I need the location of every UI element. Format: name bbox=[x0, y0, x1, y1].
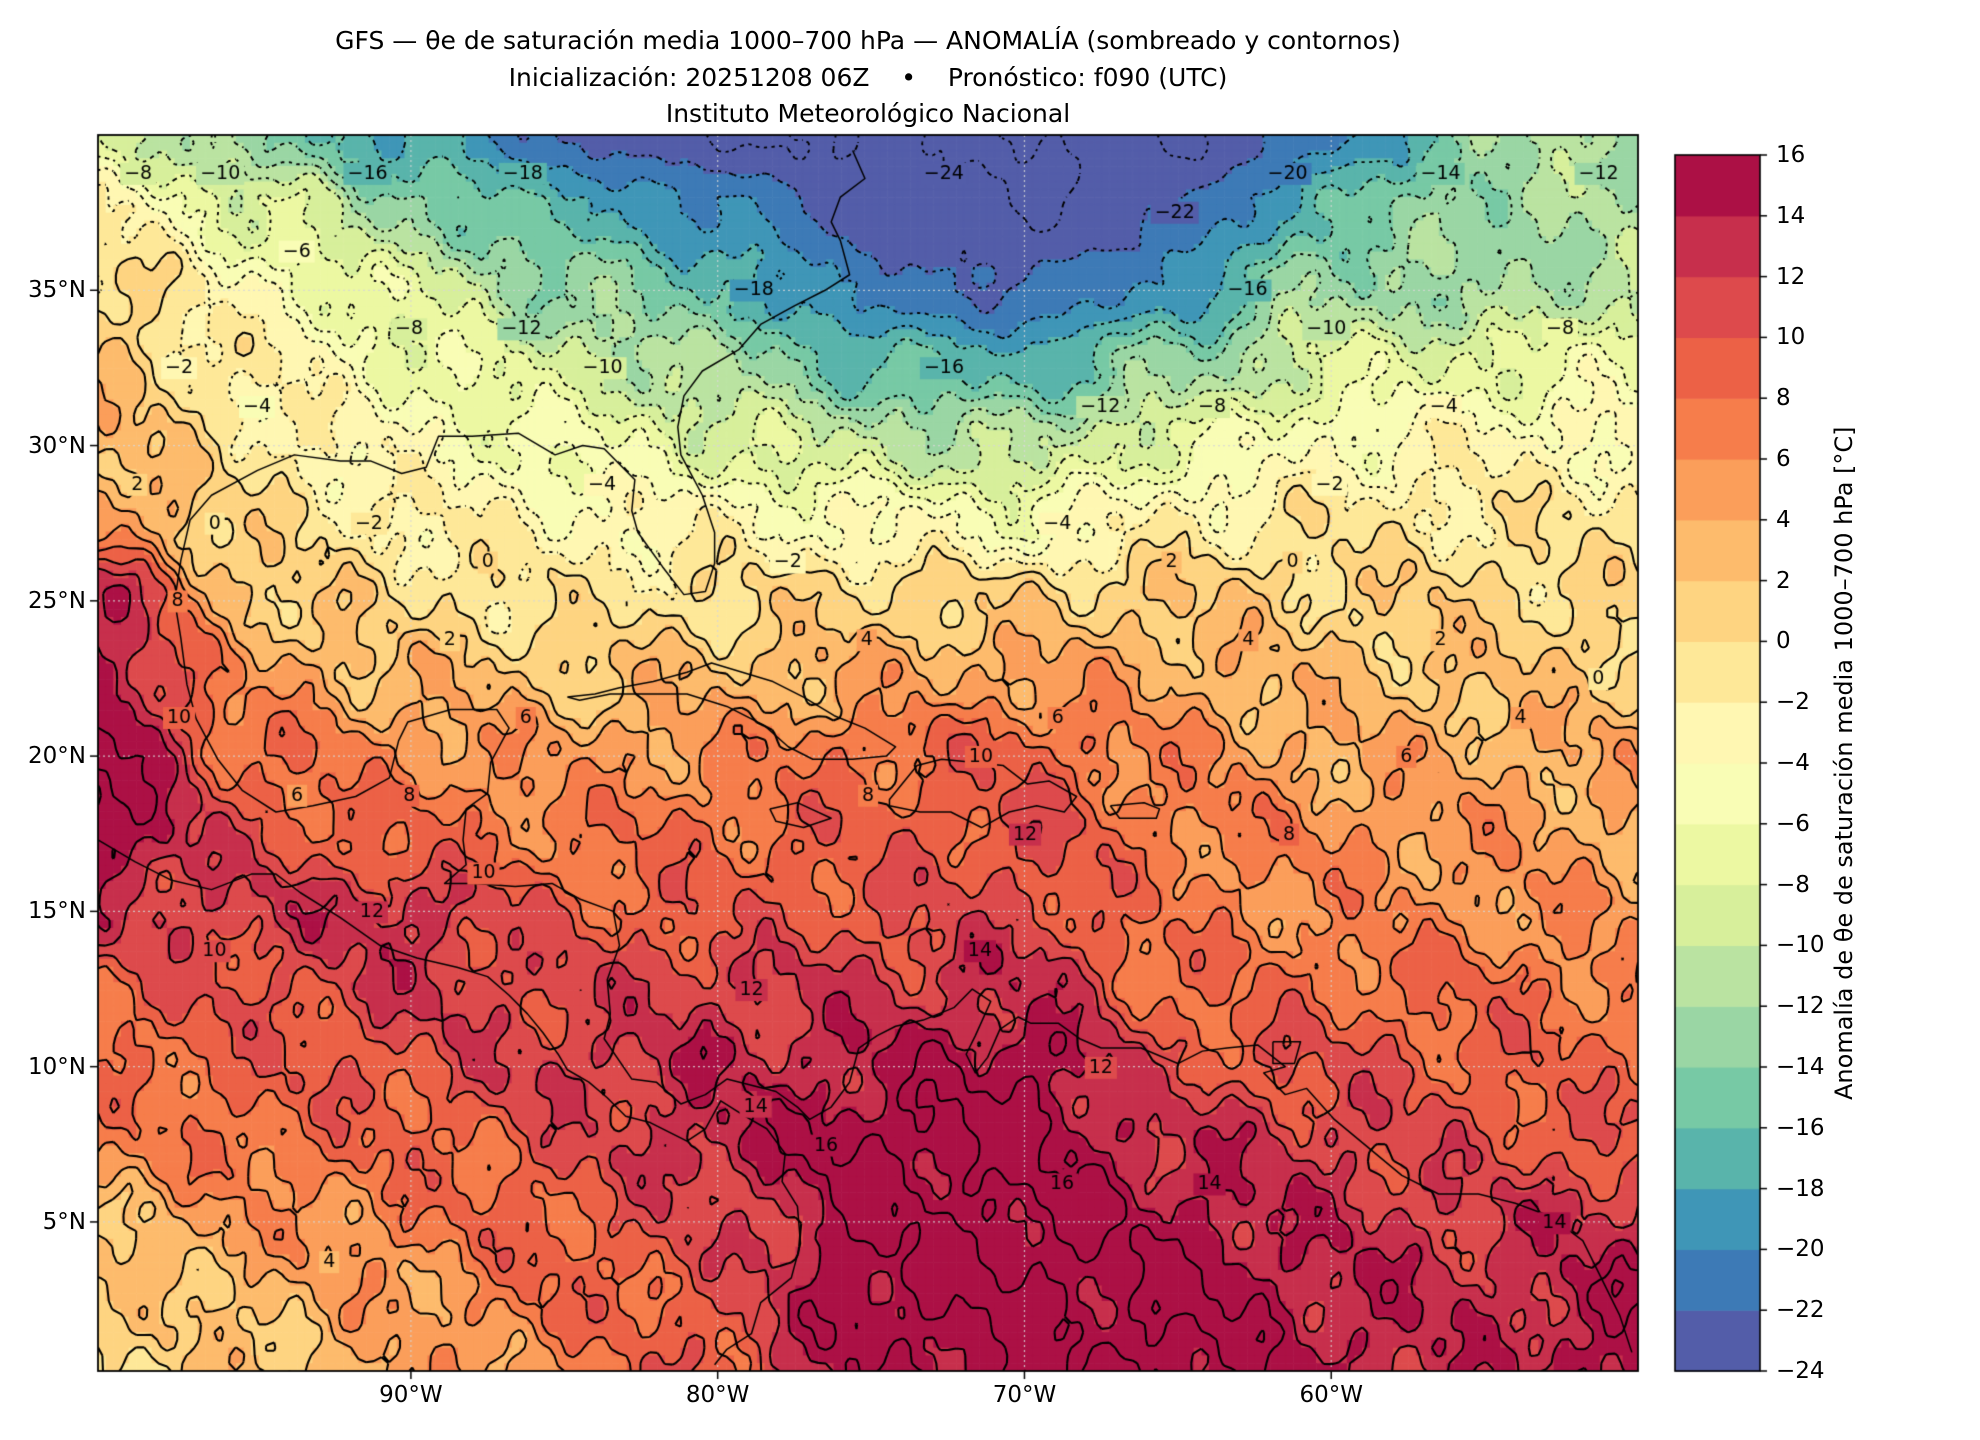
x-axis-tick-label: 60°W bbox=[1299, 1382, 1363, 1408]
x-axis-tick-label: 90°W bbox=[379, 1382, 443, 1408]
colorbar-tick-label: 0 bbox=[1776, 628, 1791, 655]
chart-title-line2: Inicialización: 20251208 06Z • Pronóstic… bbox=[508, 63, 1228, 92]
colorbar-tick-label: 14 bbox=[1776, 202, 1806, 229]
colorbar-tick-label: −22 bbox=[1776, 1297, 1825, 1324]
colorbar-tick-label: −8 bbox=[1776, 871, 1810, 898]
colorbar-tick-label: 16 bbox=[1776, 142, 1806, 168]
x-axis-tick-label: 70°W bbox=[992, 1382, 1057, 1408]
colorbar-tick-label: −14 bbox=[1776, 1054, 1825, 1080]
y-axis-tick-label: 30°N bbox=[28, 432, 86, 459]
colorbar-tick-label: 10 bbox=[1776, 324, 1806, 351]
chart-title-line3: Instituto Meteorológico Nacional bbox=[665, 99, 1071, 128]
colorbar-tick-label: −12 bbox=[1776, 993, 1825, 1020]
colorbar-tick-label: 12 bbox=[1776, 263, 1806, 290]
colorbar-tick-label: −2 bbox=[1776, 689, 1810, 716]
colorbar-tick-label: 8 bbox=[1776, 385, 1791, 412]
colorbar-tick-label: −18 bbox=[1776, 1175, 1825, 1202]
colorbar-tick-label: 6 bbox=[1776, 446, 1791, 472]
y-axis-tick-label: 10°N bbox=[28, 1053, 86, 1080]
y-axis-tick-label: 25°N bbox=[28, 587, 86, 614]
chart-title-line1: GFS — θe de saturación media 1000–700 hP… bbox=[335, 26, 1401, 55]
colorbar-tick-label: −24 bbox=[1776, 1358, 1825, 1384]
colorbar-tick-label: 4 bbox=[1776, 506, 1791, 533]
y-axis-tick-label: 15°N bbox=[28, 898, 86, 925]
y-axis-tick-label: 20°N bbox=[28, 743, 86, 770]
colorbar-tick-label: −4 bbox=[1776, 750, 1810, 776]
colorbar-tick-label: −16 bbox=[1776, 1114, 1825, 1141]
colorbar-tick-label: 2 bbox=[1776, 567, 1791, 594]
y-axis-tick-label: 5°N bbox=[42, 1208, 86, 1235]
x-axis-tick-label: 80°W bbox=[685, 1382, 750, 1408]
colorbar-tick-label: −6 bbox=[1776, 810, 1810, 837]
colorbar-tick-label: −10 bbox=[1776, 932, 1825, 959]
y-axis-tick-label: 35°N bbox=[28, 277, 86, 304]
colorbar-tick-label: −20 bbox=[1776, 1236, 1825, 1263]
